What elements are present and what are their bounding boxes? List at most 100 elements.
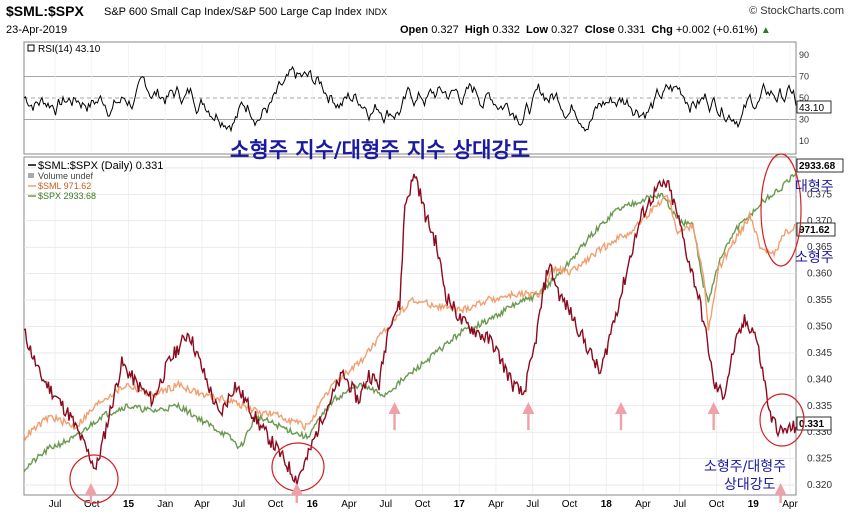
arrow-shaft-2 (393, 414, 396, 430)
legend-volume-label: Volume undef (38, 171, 94, 181)
main-y-tick-0.355: 0.355 (807, 295, 832, 306)
bottom-annotation-line1: 소형주/대형주 (704, 459, 786, 475)
main-y-tick-0.365: 0.365 (807, 242, 832, 253)
rsi-legend: RSI(14) 43.10 (27, 44, 101, 55)
main-x-tick-13: Jul (526, 499, 539, 510)
arrow-head-6 (774, 483, 787, 495)
main-x-tick-5: Jul (232, 499, 245, 510)
recent-circle-bottom (759, 393, 805, 447)
main-x-tick-labels: Jul Oct 15 Jan Apr Jul Oct 16 Apr Jul Oct 17 Apr Jul O… (49, 499, 799, 510)
small-cap-annotation: 소형주 (795, 250, 834, 266)
rsi-value-tag: 43.10 (796, 100, 832, 114)
close-value: 0.331 (617, 24, 646, 36)
main-x-tick-8: Apr (341, 499, 357, 510)
rsi-tick-50: 50 (799, 93, 809, 103)
main-price-panel: 0.320 0.325 0.330 0.335 0.340 0.345 0.350 0.355… (23, 138, 844, 510)
high-value: 0.332 (492, 24, 520, 36)
main-y-tick-0.325: 0.325 (807, 454, 832, 465)
main-legend: $SML:$SPX (Daily) 0.331 Volume undef $SM… (28, 160, 163, 201)
large-cap-annotation: 대형주 (795, 179, 834, 195)
rsi-tick-90: 90 (799, 50, 809, 60)
low-value: 0.327 (551, 24, 579, 36)
main-x-tick-9: Jul (379, 499, 392, 510)
expand-arrow-icon[interactable]: ▲ (760, 25, 771, 36)
legend-volume-swatch (28, 173, 34, 178)
main-x-tick-11: 17 (454, 499, 466, 510)
main-x-tick-4: Apr (194, 499, 210, 510)
rsi-tag-box (796, 100, 832, 114)
arrow-head-2 (388, 402, 401, 414)
rsi-tick-10: 10 (799, 136, 809, 146)
circle-shape (759, 393, 805, 447)
sml-value-tag: 971.62 (796, 222, 836, 237)
legend-ratio-label: $SML:$SPX (Daily) 0.331 (38, 160, 163, 172)
arrow-head-0 (84, 483, 97, 495)
open-label: Open (400, 24, 429, 36)
main-x-tick-14: Oct (562, 499, 578, 510)
korean-title-annotation: 소형주 지수/대형주 지수 상대강도 (230, 138, 530, 162)
main-y-tick-0.350: 0.350 (807, 322, 832, 333)
main-x-tick-6: Oct (268, 499, 284, 510)
chart-symbol: $SML:$SPX (6, 3, 84, 19)
main-x-tick-12: Apr (488, 499, 504, 510)
rsi-series-line (23, 65, 797, 133)
circle-shape (760, 153, 802, 267)
low-arrows (84, 402, 787, 503)
chart-date: 23-Apr-2019 (6, 24, 68, 36)
main-y-tick-0.320: 0.320 (807, 480, 832, 491)
main-x-tick-2: 15 (123, 499, 135, 510)
spx-tag-text: 2933.68 (799, 161, 836, 172)
rsi-tag-text: 43.10 (799, 103, 824, 114)
exchange-label: INDX (365, 7, 388, 17)
ratio-tag-box (796, 416, 832, 431)
rsi-legend-swatch (27, 44, 35, 52)
main-x-tick-7: 16 (307, 499, 319, 510)
main-y-tick-0.335: 0.335 (807, 401, 832, 412)
circle-shape (69, 454, 119, 504)
main-y-tick-0.360: 0.360 (807, 269, 832, 280)
arrow-head-4 (615, 402, 628, 414)
main-y-tick-0.345: 0.345 (807, 348, 832, 359)
arrow-head-1 (290, 483, 303, 495)
legend-sml-label: $SML 971.62 (38, 181, 91, 191)
main-x-tick-15: 18 (601, 499, 613, 510)
rsi-grid (24, 44, 796, 152)
main-frame (23, 156, 797, 496)
main-grid (24, 160, 796, 493)
chg-value: +0.002 (+0.61%) (675, 24, 758, 36)
main-x-tick-1: Oct (84, 499, 100, 510)
arrow-shaft-4 (619, 414, 623, 430)
main-x-tick-16: Apr (635, 499, 651, 510)
main-x-tick-20: Apr (782, 499, 798, 510)
bottom-annotation-line2: 상대강도 (724, 477, 776, 493)
rsi-panel: 90 70 50 30 10 43.10 RSI(14) 43.10 (23, 41, 832, 155)
main-y-tick-0.375: 0.375 (807, 189, 832, 200)
sml-tag-box (796, 222, 836, 237)
arrow-shaft-1 (295, 495, 298, 503)
low-circle-1 (69, 454, 119, 504)
ratio-value-tag: 0.331 (796, 416, 832, 431)
chg-label: Chg (651, 24, 673, 36)
sml-series-line (23, 194, 797, 442)
rsi-tick-30: 30 (799, 115, 809, 125)
main-y-tick-0.330: 0.330 (807, 427, 832, 438)
chart-description: S&P 600 Small Cap Index/S&P 500 Large Ca… (104, 6, 387, 18)
spx-tag-box (796, 158, 844, 173)
main-x-tick-3: Jan (157, 499, 173, 510)
ratio-series-line (23, 173, 797, 486)
ratio-tag-text: 0.331 (799, 419, 824, 430)
rsi-tick-labels: 90 70 50 30 10 (799, 50, 809, 146)
arrow-shaft-6 (779, 495, 782, 503)
stockcharts-logo[interactable]: © StockCharts.com (749, 5, 844, 17)
main-x-tick-19: 19 (748, 499, 760, 510)
legend-spx-label: $SPX 2933.68 (38, 191, 96, 201)
rsi-legend-label: RSI(14) 43.10 (38, 44, 101, 55)
low-label: Low (526, 24, 549, 36)
description-text: S&P 600 Small Cap Index/S&P 500 Large Ca… (104, 6, 362, 18)
arrow-shaft-0 (89, 495, 93, 503)
sml-tag-text: 971.62 (799, 225, 830, 236)
rsi-tick-70: 70 (799, 71, 809, 81)
arrow-shaft-5 (712, 414, 715, 430)
arrow-head-3 (522, 402, 535, 414)
